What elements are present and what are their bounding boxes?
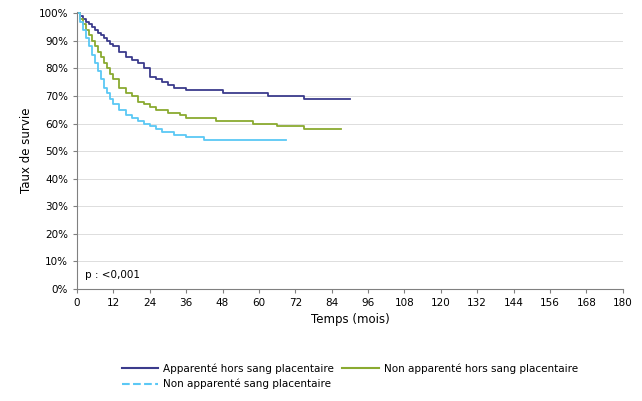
X-axis label: Temps (mois): Temps (mois) <box>311 313 389 326</box>
Legend: Apparenté hors sang placentaire, Non apparenté sang placentaire, Non apparenté h: Apparenté hors sang placentaire, Non app… <box>121 363 578 389</box>
Text: p : <0,001: p : <0,001 <box>85 270 140 280</box>
Y-axis label: Taux de survie: Taux de survie <box>20 107 33 193</box>
